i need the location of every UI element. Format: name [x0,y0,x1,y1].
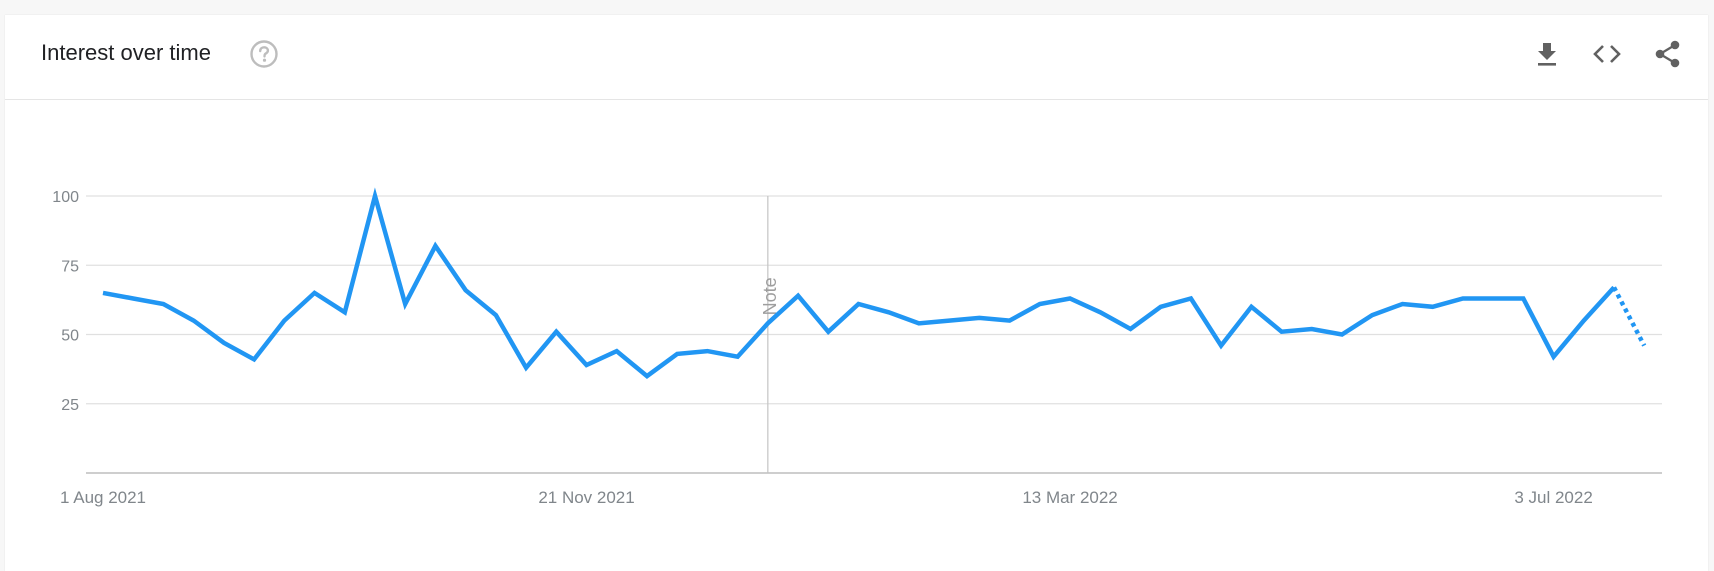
share-icon [1655,40,1680,68]
chart-title: Interest over time [41,40,211,65]
series-line [102,187,1616,379]
series-line-partial [1612,286,1647,347]
interest-over-time-card: Interest over time [5,15,1708,571]
grid-layer [86,195,1662,474]
axis-labels: 25 50 75 100 1 Aug 2021 21 Nov 2021 13 Mar 202… [52,189,1592,507]
x-tick-label: 3 Jul 2022 [1514,488,1592,507]
series-layer [102,187,1647,379]
x-tick-label: 1 Aug 2021 [60,488,146,507]
help-icon[interactable] [249,39,279,69]
code-icon [1593,45,1621,63]
y-tick-label: 100 [52,189,79,206]
download-button[interactable] [1530,37,1564,71]
embed-button[interactable] [1590,37,1624,71]
y-tick-label: 75 [61,258,79,275]
x-tick-label: 21 Nov 2021 [538,488,634,507]
y-tick-label: 25 [61,397,79,414]
annotation-layer: Note [760,196,780,473]
share-button[interactable] [1650,37,1684,71]
download-icon [1538,43,1556,66]
x-tick-label: 13 Mar 2022 [1022,488,1117,507]
note-label: Note [760,277,780,315]
y-tick-label: 50 [61,328,79,345]
card-header: Interest over time [5,15,1708,100]
